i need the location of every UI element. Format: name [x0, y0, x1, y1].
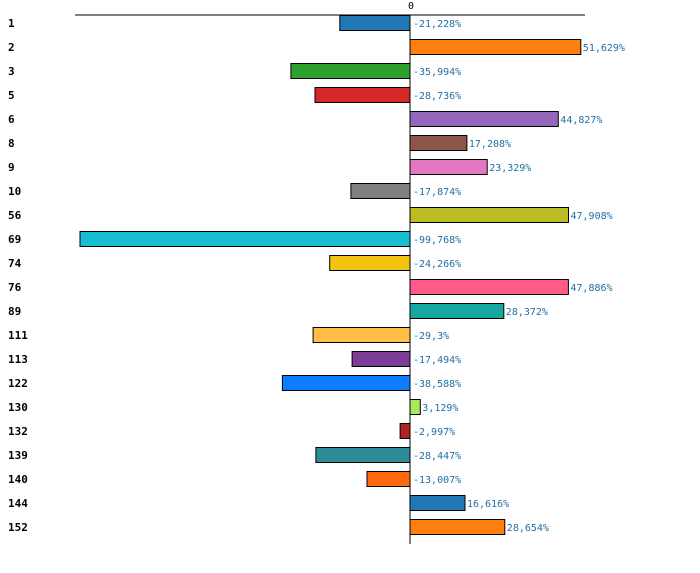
value-label: -35,994%: [413, 67, 461, 78]
category-label: 122: [8, 377, 28, 390]
value-label: -13,007%: [413, 475, 461, 486]
value-label: -17,494%: [413, 355, 461, 366]
value-label: -28,447%: [413, 451, 461, 462]
bar-111: [312, 327, 411, 343]
category-label: 74: [8, 257, 22, 270]
value-label: 51,629%: [583, 43, 625, 54]
bar-140: [366, 471, 411, 487]
category-label: 76: [8, 281, 22, 294]
value-label: 28,372%: [506, 307, 548, 318]
value-label: -2,997%: [413, 427, 455, 438]
bar-69: [79, 231, 411, 247]
category-label: 111: [8, 329, 28, 342]
category-label: 6: [8, 113, 15, 126]
bar-132: [399, 423, 411, 439]
value-label: -24,266%: [413, 259, 461, 270]
bar-56: [409, 207, 569, 223]
value-label: -99,768%: [413, 235, 461, 246]
value-label: -21,228%: [413, 19, 461, 30]
bar-2: [409, 39, 582, 55]
value-label: 47,908%: [571, 211, 613, 222]
bar-144: [409, 495, 466, 511]
value-label: 23,329%: [489, 163, 531, 174]
value-label: 28,654%: [507, 523, 549, 534]
bar-152: [409, 519, 506, 535]
bar-74: [329, 255, 411, 271]
bar-3: [290, 63, 411, 79]
value-label: -29,3%: [413, 331, 449, 342]
category-label: 144: [8, 497, 28, 510]
bar-130: [409, 399, 421, 415]
bar-5: [314, 87, 411, 103]
bar-8: [409, 135, 468, 151]
value-label: 47,886%: [570, 283, 612, 294]
category-label: 113: [8, 353, 28, 366]
bar-6: [409, 111, 559, 127]
value-label: 3,129%: [422, 403, 458, 414]
zero-tick-label: 0: [408, 1, 414, 12]
value-label: 16,616%: [467, 499, 509, 510]
category-label: 10: [8, 185, 21, 198]
bar-9: [409, 159, 488, 175]
category-label: 9: [8, 161, 15, 174]
category-label: 152: [8, 521, 28, 534]
bar-122: [281, 375, 411, 391]
bar-1: [339, 15, 411, 31]
bar-89: [409, 303, 505, 319]
category-label: 139: [8, 449, 28, 462]
category-label: 130: [8, 401, 28, 414]
value-label: -17,874%: [413, 187, 461, 198]
bar-139: [315, 447, 411, 463]
category-label: 56: [8, 209, 22, 222]
category-label: 3: [8, 65, 15, 78]
category-label: 89: [8, 305, 21, 318]
bar-76: [409, 279, 569, 295]
bar-113: [351, 351, 411, 367]
category-label: 132: [8, 425, 28, 438]
value-label: -38,588%: [413, 379, 461, 390]
category-label: 8: [8, 137, 15, 150]
category-label: 69: [8, 233, 21, 246]
category-label: 5: [8, 89, 15, 102]
value-label: 17,208%: [469, 139, 511, 150]
category-label: 1: [8, 17, 15, 30]
bar-rows: 1 -21,228% 2 51,629% 3 -35,994% 5 -28,736% 6 44,8…: [8, 15, 625, 535]
category-label: 2: [8, 41, 15, 54]
value-label: 44,827%: [560, 115, 602, 126]
category-label: 140: [8, 473, 28, 486]
bar-10: [350, 183, 411, 199]
value-label: -28,736%: [413, 91, 461, 102]
